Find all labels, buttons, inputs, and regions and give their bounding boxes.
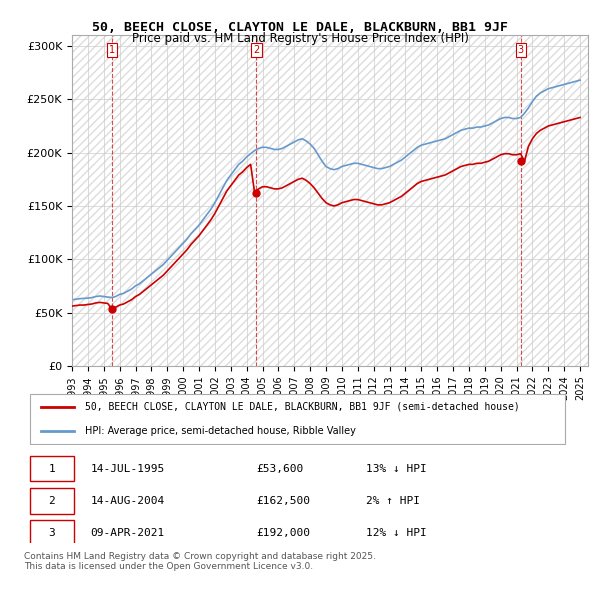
Text: 12% ↓ HPI: 12% ↓ HPI bbox=[366, 528, 427, 538]
FancyBboxPatch shape bbox=[29, 520, 74, 546]
Text: 2% ↑ HPI: 2% ↑ HPI bbox=[366, 496, 420, 506]
FancyBboxPatch shape bbox=[29, 488, 74, 513]
Text: 1: 1 bbox=[48, 464, 55, 474]
Text: £53,600: £53,600 bbox=[256, 464, 303, 474]
FancyBboxPatch shape bbox=[29, 394, 565, 444]
Text: 14-AUG-2004: 14-AUG-2004 bbox=[90, 496, 164, 506]
Text: 3: 3 bbox=[518, 45, 524, 55]
Text: £192,000: £192,000 bbox=[256, 528, 310, 538]
Text: 13% ↓ HPI: 13% ↓ HPI bbox=[366, 464, 427, 474]
Text: 50, BEECH CLOSE, CLAYTON LE DALE, BLACKBURN, BB1 9JF: 50, BEECH CLOSE, CLAYTON LE DALE, BLACKB… bbox=[92, 21, 508, 34]
Text: 1: 1 bbox=[109, 45, 115, 55]
Text: 50, BEECH CLOSE, CLAYTON LE DALE, BLACKBURN, BB1 9JF (semi-detached house): 50, BEECH CLOSE, CLAYTON LE DALE, BLACKB… bbox=[85, 402, 520, 412]
Text: HPI: Average price, semi-detached house, Ribble Valley: HPI: Average price, semi-detached house,… bbox=[85, 426, 356, 436]
Text: 09-APR-2021: 09-APR-2021 bbox=[90, 528, 164, 538]
Text: 2: 2 bbox=[48, 496, 55, 506]
Text: 2: 2 bbox=[253, 45, 260, 55]
Text: 3: 3 bbox=[48, 528, 55, 538]
Text: £162,500: £162,500 bbox=[256, 496, 310, 506]
Text: 14-JUL-1995: 14-JUL-1995 bbox=[90, 464, 164, 474]
Text: Price paid vs. HM Land Registry's House Price Index (HPI): Price paid vs. HM Land Registry's House … bbox=[131, 32, 469, 45]
Text: Contains HM Land Registry data © Crown copyright and database right 2025.
This d: Contains HM Land Registry data © Crown c… bbox=[24, 552, 376, 571]
FancyBboxPatch shape bbox=[29, 456, 74, 481]
